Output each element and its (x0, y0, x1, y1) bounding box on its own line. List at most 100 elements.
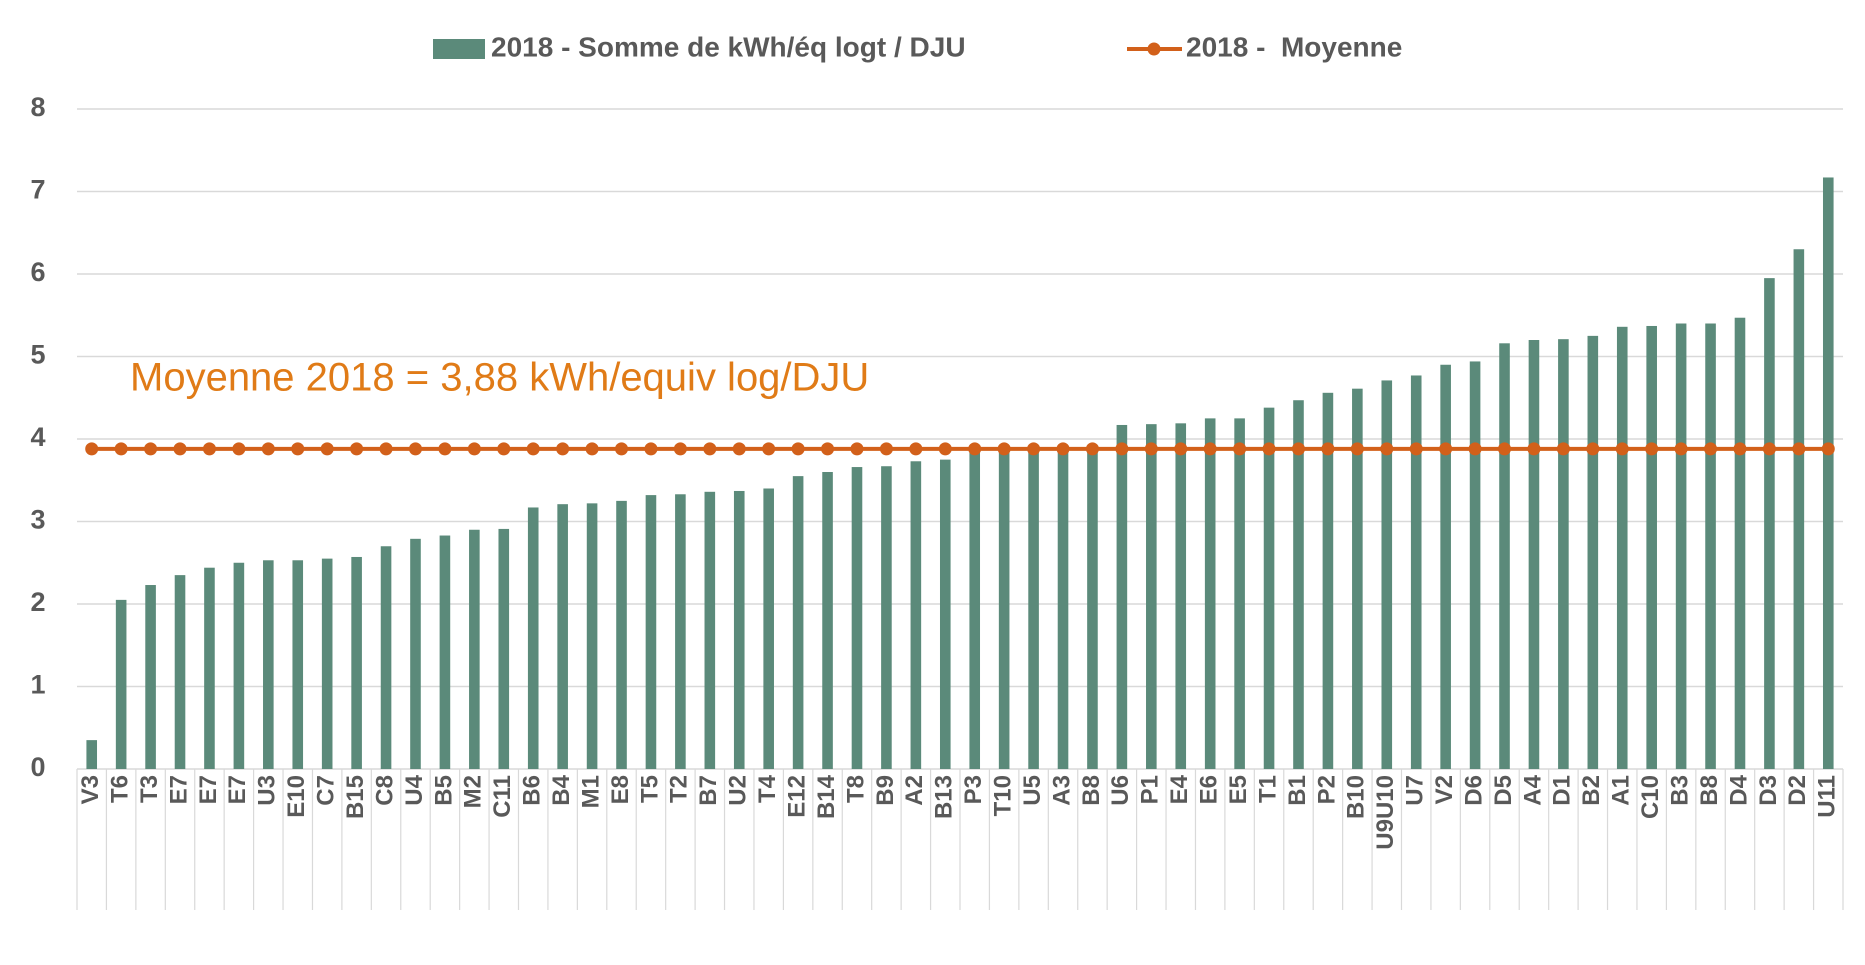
x-tick-label: E4 (1166, 774, 1193, 804)
bar (1469, 361, 1481, 769)
bar (145, 585, 156, 769)
legend-label: 2018 - Somme de kWh/éq logt / DJU (491, 31, 966, 62)
bar (1175, 423, 1187, 769)
bar (1793, 249, 1805, 769)
y-tick-label: 8 (30, 92, 45, 122)
x-tick-label: B9 (872, 775, 899, 806)
bar (969, 449, 981, 769)
line-marker (202, 442, 216, 456)
x-tick-label: A3 (1048, 775, 1075, 806)
line-marker (909, 442, 923, 456)
line-marker (1174, 442, 1188, 456)
bar (1204, 418, 1216, 769)
x-tick-label: B6 (519, 775, 546, 806)
line-marker (1586, 442, 1600, 456)
x-tick-label: B2 (1578, 775, 1605, 806)
bar (86, 740, 98, 769)
line-marker (261, 442, 275, 456)
line-marker (1056, 442, 1070, 456)
line-marker (1027, 442, 1041, 456)
line-marker (997, 442, 1011, 456)
line-marker (320, 442, 334, 456)
x-tick-label: U5 (1019, 775, 1046, 806)
bar (1440, 364, 1451, 769)
x-tick-label: D3 (1755, 775, 1782, 806)
line-marker (232, 442, 246, 456)
bar (1087, 447, 1098, 769)
x-tick-label: M1 (577, 775, 604, 808)
bar (1057, 447, 1069, 769)
bar (851, 467, 863, 769)
line-marker (1733, 442, 1747, 456)
bar (1234, 418, 1245, 769)
x-tick-label: D6 (1460, 775, 1487, 806)
bar (645, 495, 657, 769)
line-marker (821, 442, 835, 456)
y-tick-label: 4 (30, 422, 45, 452)
x-tick-label: E7 (165, 775, 192, 804)
bar (1558, 339, 1569, 769)
bar (115, 599, 127, 769)
x-tick-label: T10 (989, 775, 1016, 816)
line-marker (467, 442, 481, 456)
bar (704, 491, 716, 769)
x-tick-label: B8 (1696, 775, 1723, 806)
bar (380, 546, 392, 769)
line-marker (526, 442, 540, 456)
x-tick-label: B8 (1078, 775, 1105, 806)
bar (321, 558, 333, 769)
line-marker (938, 442, 952, 456)
legend-label: 2018 - Moyenne (1186, 31, 1402, 62)
line-marker (1321, 442, 1335, 456)
x-tick-label: P2 (1313, 775, 1340, 804)
x-tick-label: E7 (224, 775, 251, 804)
bar (1675, 323, 1687, 769)
x-tick-label: C8 (371, 775, 398, 806)
x-tick-label: U2 (725, 775, 752, 806)
line-marker (703, 442, 717, 456)
line-marker (1704, 442, 1718, 456)
x-tick-label: E12 (783, 775, 810, 818)
bar (1734, 317, 1746, 769)
bar (1352, 388, 1363, 769)
x-tick-label: T3 (136, 775, 163, 803)
x-tick-label: E5 (1225, 775, 1252, 804)
line-marker (1262, 442, 1276, 456)
bar (910, 461, 922, 769)
bar (498, 528, 510, 769)
line-marker (379, 442, 393, 456)
bar (1499, 343, 1510, 769)
x-tick-label: P3 (960, 775, 987, 804)
y-tick-label: 5 (30, 340, 45, 370)
bar (1263, 407, 1275, 769)
bar (881, 466, 892, 769)
x-tick-label: U11 (1814, 775, 1841, 818)
x-tick-label: E7 (195, 775, 222, 804)
line-marker (585, 442, 599, 456)
x-tick-label: U7 (1402, 775, 1429, 806)
line-marker (438, 442, 452, 456)
line-marker (1498, 442, 1512, 456)
x-tick-label: U4 (401, 774, 428, 805)
bar (1293, 400, 1304, 769)
x-tick-label: C7 (313, 775, 340, 806)
line-marker (1674, 442, 1688, 456)
bar (439, 535, 451, 769)
line-marker (1645, 442, 1659, 456)
x-tick-label: T1 (1254, 775, 1281, 803)
bar (174, 575, 186, 769)
line-marker (1291, 442, 1305, 456)
x-tick-label: C11 (489, 775, 516, 818)
line-marker (114, 442, 128, 456)
bar (1764, 278, 1775, 769)
bar (233, 562, 245, 769)
y-tick-label: 6 (30, 257, 45, 287)
line-marker (1762, 442, 1776, 456)
line-marker (644, 442, 658, 456)
line-marker (1203, 442, 1217, 456)
bar (351, 556, 362, 769)
bar (792, 476, 804, 769)
bar (939, 459, 951, 769)
x-tick-label: T8 (842, 775, 869, 803)
y-tick-label: 1 (30, 670, 45, 700)
